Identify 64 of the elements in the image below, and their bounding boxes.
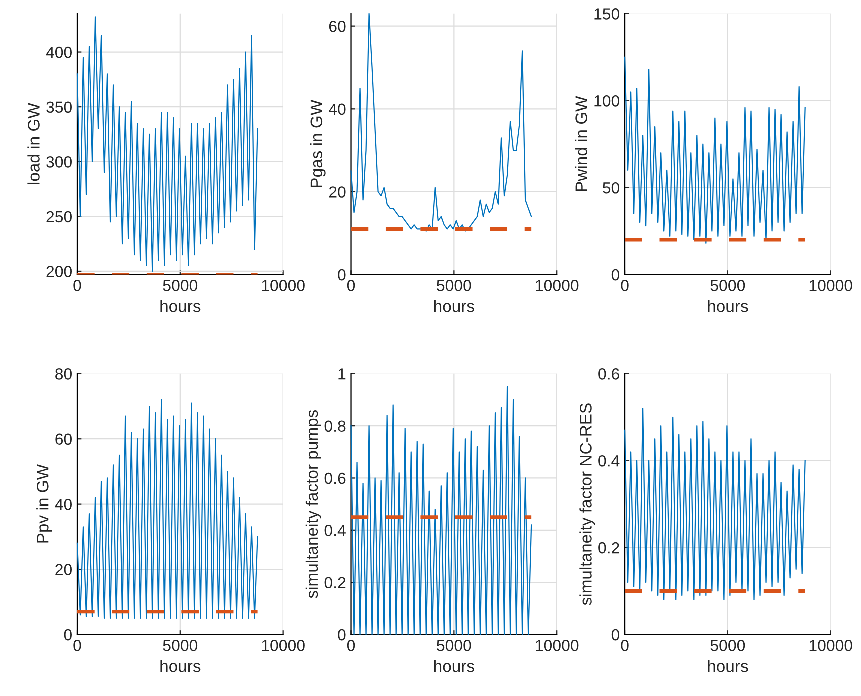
y-tick-label: 300 <box>46 156 72 168</box>
y-tick-label: 80 <box>56 368 72 380</box>
y-tick-label: 60 <box>329 20 346 32</box>
x-tick-label: 10000 <box>536 640 579 652</box>
y-tick-label: 0 <box>338 269 346 281</box>
line-series <box>350 386 532 636</box>
y-tick-label: 350 <box>46 102 72 114</box>
y-tick-label: 0.4 <box>598 455 620 467</box>
y-tick-label: 0 <box>612 629 620 641</box>
y-axis-title: Pgas in GW <box>310 100 326 188</box>
y-tick-label: 100 <box>594 96 620 107</box>
x-axis-title: hours <box>708 660 748 672</box>
y-tick-label: 0.6 <box>598 368 620 380</box>
line-series <box>76 399 258 620</box>
y-axis-title: load in GW <box>28 103 40 184</box>
y-tick-label: 0.2 <box>324 577 346 589</box>
y-axis-title: Ppv in GW <box>36 464 52 543</box>
line-series <box>624 56 806 244</box>
line-series <box>76 16 258 272</box>
y-tick-label: 0.6 <box>324 472 346 484</box>
x-tick-label: 0 <box>74 640 82 652</box>
y-tick-label: 1 <box>338 368 346 380</box>
y-axis-title: simultaneity factor NC-RES <box>580 404 596 606</box>
y-tick-label: 40 <box>329 104 346 116</box>
x-tick-label: 0 <box>347 280 356 292</box>
y-tick-label: 200 <box>46 266 72 278</box>
x-axis-title: hours <box>160 660 201 672</box>
x-tick-label: 5000 <box>163 640 198 652</box>
x-tick-label: 10000 <box>262 280 305 292</box>
x-tick-label: 10000 <box>536 280 579 292</box>
x-axis-title: hours <box>160 300 201 312</box>
x-tick-label: 5000 <box>710 280 746 292</box>
x-axis-title: hours <box>434 300 474 312</box>
y-tick-label: 20 <box>56 564 72 576</box>
y-tick-label: 60 <box>56 434 72 446</box>
x-tick-label: 10000 <box>810 640 852 652</box>
y-axis-title: simultaneity factor pumps <box>306 410 322 598</box>
y-tick-label: 0.4 <box>324 525 346 536</box>
y-tick-label: 400 <box>46 46 72 58</box>
x-tick-label: 10000 <box>810 280 852 292</box>
y-tick-label: 20 <box>329 186 346 198</box>
y-axis-title: Pwind in GW <box>575 96 588 192</box>
x-tick-label: 0 <box>621 640 629 652</box>
y-tick-label: 150 <box>594 8 620 20</box>
y-tick-label: 0 <box>64 629 72 641</box>
line-series <box>624 408 806 601</box>
y-tick-label: 0 <box>338 629 346 641</box>
line-series <box>350 13 532 232</box>
y-tick-label: 0 <box>612 269 620 281</box>
x-tick-label: 0 <box>74 280 82 292</box>
x-tick-label: 5000 <box>163 280 198 292</box>
y-tick-label: 40 <box>55 498 72 510</box>
y-tick-label: 250 <box>46 211 72 223</box>
y-tick-label: 50 <box>603 182 620 194</box>
x-tick-label: 0 <box>621 280 629 292</box>
x-tick-label: 5000 <box>437 640 472 652</box>
x-tick-label: 10000 <box>262 640 305 652</box>
y-tick-label: 0.2 <box>598 542 620 554</box>
x-axis-title: hours <box>708 300 748 312</box>
x-tick-label: 0 <box>347 640 356 652</box>
x-tick-label: 5000 <box>437 280 472 292</box>
x-axis-title: hours <box>434 660 474 672</box>
y-tick-label: 0.8 <box>324 420 346 432</box>
x-tick-label: 5000 <box>710 640 746 652</box>
